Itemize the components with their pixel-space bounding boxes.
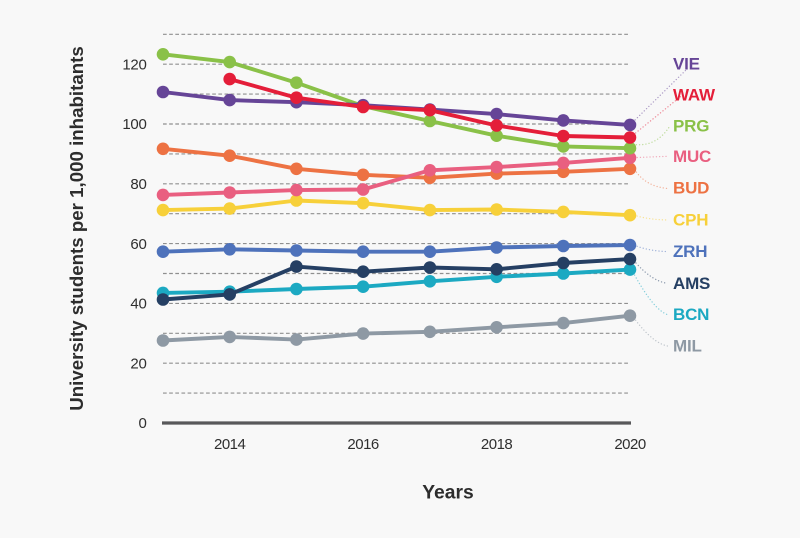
svg-text:PRG: PRG: [673, 117, 709, 136]
svg-text:BUD: BUD: [673, 178, 709, 197]
svg-text:100: 100: [122, 116, 146, 133]
svg-text:University students per 1,000: University students per 1,000 inhabitant…: [66, 46, 87, 411]
svg-text:0: 0: [138, 415, 146, 432]
svg-text:20: 20: [130, 355, 146, 372]
svg-text:AMS: AMS: [673, 274, 710, 293]
svg-text:MIL: MIL: [673, 337, 702, 356]
svg-text:2016: 2016: [347, 436, 379, 453]
svg-text:80: 80: [130, 176, 146, 193]
svg-text:Years: Years: [422, 483, 473, 504]
svg-text:60: 60: [130, 236, 146, 253]
svg-text:2020: 2020: [614, 436, 646, 453]
svg-text:2014: 2014: [214, 436, 246, 453]
svg-text:WAW: WAW: [673, 86, 716, 105]
svg-text:VIE: VIE: [673, 55, 700, 74]
svg-text:ZRH: ZRH: [673, 242, 707, 261]
svg-text:2018: 2018: [481, 436, 513, 453]
svg-text:MUC: MUC: [673, 147, 711, 166]
svg-text:BCN: BCN: [673, 305, 709, 324]
svg-text:CPH: CPH: [673, 210, 708, 229]
svg-text:120: 120: [122, 56, 146, 73]
svg-text:40: 40: [130, 296, 146, 313]
